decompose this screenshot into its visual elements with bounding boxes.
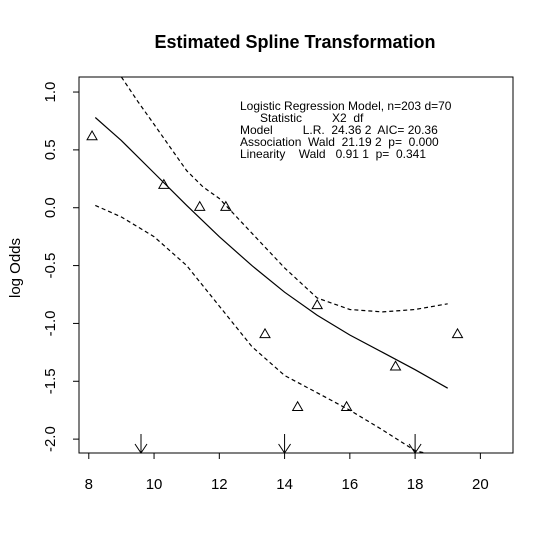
y-tick-label: 1.0	[42, 82, 59, 103]
data-point	[451, 327, 464, 339]
model-statistics: Logistic Regression Model, n=203 d=70 St…	[240, 99, 452, 161]
data-point	[259, 327, 271, 339]
x-tick-label: 12	[211, 476, 228, 493]
stats-line: Linearity Wald 0.91 1 p= 0.341	[240, 147, 426, 161]
knot-arrow	[278, 434, 291, 454]
spline-curves	[94, 76, 448, 454]
data-points	[86, 129, 464, 411]
x-tick-label: 18	[407, 476, 424, 493]
stats-line: Logistic Regression Model, n=203 d=70	[240, 99, 452, 113]
y-tick-label: -1.0	[42, 310, 59, 336]
data-point	[311, 298, 324, 310]
data-point	[340, 400, 353, 411]
x-tick-label: 20	[472, 476, 489, 493]
data-point	[157, 178, 170, 189]
y-tick-label: 0.0	[42, 197, 59, 218]
plot-frame	[78, 76, 514, 454]
data-point	[86, 129, 98, 141]
y-tick-label: 0.5	[42, 139, 59, 160]
y-axis-label: log Odds	[7, 238, 24, 298]
knot-arrow	[408, 434, 422, 454]
x-tick-label: 10	[146, 476, 163, 493]
data-point	[193, 200, 206, 211]
data-point	[389, 360, 402, 371]
y-tick-label: -1.5	[42, 368, 59, 394]
stats-line: Statistic X2 df	[240, 111, 364, 125]
data-point	[219, 200, 232, 211]
chart-title: Estimated Spline Transformation	[154, 32, 435, 52]
knot-arrow	[134, 434, 148, 454]
spline-estimate-line	[94, 117, 448, 389]
x-tick-label: 14	[276, 476, 293, 493]
stats-line: Model L.R. 24.36 2 AIC= 20.36	[240, 123, 438, 137]
y-tick-label: -0.5	[42, 253, 59, 279]
confidence-band-line-1	[120, 76, 448, 313]
data-point	[291, 400, 304, 411]
stats-line: Association Wald 21.19 2 p= 0.000	[240, 135, 439, 149]
y-tick-label: -2.0	[42, 426, 59, 452]
x-tick-label: 16	[341, 476, 358, 493]
x-axis: 8 10 12 14 16 18 20	[85, 453, 489, 493]
knot-arrows	[134, 434, 422, 454]
x-tick-label: 8	[85, 476, 93, 493]
y-axis: -2.0 -1.5 -1.0 -0.5 0.0 0.5 1.0	[42, 82, 79, 452]
